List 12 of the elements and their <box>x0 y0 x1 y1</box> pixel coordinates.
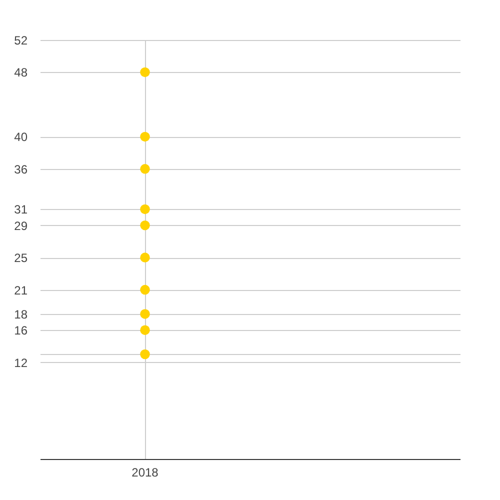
y-tick-label: 52 <box>14 34 28 48</box>
y-tick-label: 25 <box>14 251 28 266</box>
y-tick-label: 31 <box>14 202 28 217</box>
y-tick-label: 12 <box>14 356 28 370</box>
y-tick-label: 40 <box>14 130 28 144</box>
y-tick-label: 18 <box>14 307 28 322</box>
y-tick-label: 16 <box>14 324 28 338</box>
x-tick-label: 2018 <box>132 466 159 480</box>
y-tick-label: 36 <box>14 162 28 176</box>
y-tick-label: 29 <box>14 218 28 233</box>
y-tick-label: 48 <box>14 66 28 80</box>
y-tick-label: 21 <box>14 283 28 298</box>
